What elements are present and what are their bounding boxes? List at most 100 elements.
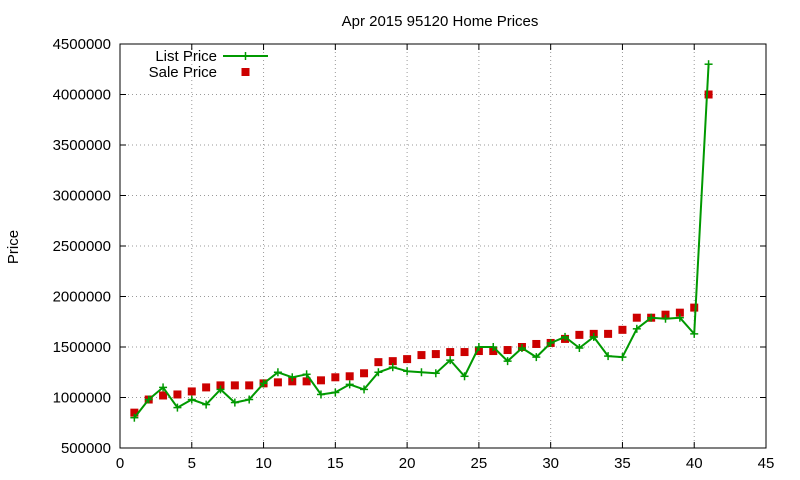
list-price-point xyxy=(245,395,254,404)
sale-price-point xyxy=(403,355,412,364)
axis-ticks: 500000 1000000 1500000 2000000 2500000 300000… xyxy=(53,36,775,472)
legend-label-sale-price: Sale Price xyxy=(149,64,217,81)
sale-price-point xyxy=(216,381,225,390)
y-tick-label: 4500000 xyxy=(53,36,111,53)
sale-price-point xyxy=(661,310,670,319)
sale-price-point xyxy=(503,346,512,355)
list-price-point xyxy=(618,353,627,362)
list-price-point xyxy=(460,372,469,381)
list-price-point xyxy=(431,369,440,378)
sale-price-point xyxy=(618,325,627,334)
list-price-point xyxy=(604,352,613,361)
sale-price-point xyxy=(675,308,684,317)
list-price-point xyxy=(517,344,526,353)
sale-price-point xyxy=(202,383,211,392)
y-tick-label: 2000000 xyxy=(53,289,111,306)
sale-price-point xyxy=(345,372,354,381)
sale-price-point xyxy=(417,351,426,360)
chart-title: Apr 2015 95120 Home Prices xyxy=(342,13,539,30)
legend-marker-list-price xyxy=(241,52,250,60)
list-price-point xyxy=(202,400,211,409)
plot-frame xyxy=(119,43,767,449)
list-price-point xyxy=(690,329,699,338)
list-price-point xyxy=(546,338,555,347)
sale-price-point xyxy=(316,376,325,385)
list-price-point xyxy=(345,380,354,389)
sale-price-point xyxy=(331,373,340,382)
y-tick-label: 1000000 xyxy=(53,390,111,407)
list-price-point xyxy=(173,403,182,412)
list-price-point xyxy=(374,368,383,377)
x-tick-label: 30 xyxy=(542,455,559,472)
list-price-point xyxy=(632,324,641,333)
list-price-point xyxy=(187,395,196,404)
x-tick-label: 15 xyxy=(327,455,344,472)
list-price-point xyxy=(288,373,297,382)
sale-price-point xyxy=(489,347,498,356)
y-tick-label: 3000000 xyxy=(53,188,111,205)
sale-price-point xyxy=(632,313,641,322)
list-price-point xyxy=(259,379,268,388)
list-price-point xyxy=(532,353,541,362)
y-tick-label: 500000 xyxy=(61,440,111,457)
y-tick-label: 2500000 xyxy=(53,238,111,255)
sale-price-point xyxy=(374,358,383,367)
y-tick-label: 1500000 xyxy=(53,339,111,356)
list-price-point xyxy=(331,388,340,397)
sale-price-point xyxy=(302,377,311,386)
list-price-point xyxy=(388,363,397,372)
list-price-point xyxy=(561,332,570,341)
list-price-point xyxy=(417,368,426,377)
sale-price-point xyxy=(604,329,613,338)
list-price-point xyxy=(273,368,282,377)
sale-price-point xyxy=(187,387,196,396)
x-tick-label: 5 xyxy=(188,455,196,472)
x-tick-label: 20 xyxy=(399,455,416,472)
sale-price-point xyxy=(230,381,239,390)
x-tick-label: 10 xyxy=(255,455,272,472)
y-tick-label: 4000000 xyxy=(53,87,111,104)
sale-price-point xyxy=(388,357,397,366)
y-tick-label: 3500000 xyxy=(53,137,111,154)
list-price-point xyxy=(704,60,713,69)
list-price-point xyxy=(661,314,670,323)
sale-price-point xyxy=(532,339,541,348)
y-axis-label: Price xyxy=(5,230,22,264)
sale-price-point xyxy=(704,90,713,99)
sale-price-point xyxy=(288,377,297,386)
sale-price-point xyxy=(575,330,584,339)
series-layer xyxy=(130,60,713,422)
list-price-point xyxy=(130,413,139,422)
sale-price-point xyxy=(360,369,369,378)
x-tick-label: 40 xyxy=(686,455,703,472)
list-price-point xyxy=(474,343,483,351)
list-price-point xyxy=(159,383,168,392)
sale-price-point xyxy=(474,347,483,356)
x-tick-label: 35 xyxy=(614,455,631,472)
list-price-point xyxy=(302,370,311,379)
x-tick-label: 25 xyxy=(471,455,488,472)
list-price-point xyxy=(489,343,498,351)
x-tick-label: 45 xyxy=(758,455,775,472)
list-price-point xyxy=(503,357,512,366)
legend-marker-sale-price xyxy=(241,68,250,76)
list-price-point xyxy=(675,313,684,322)
legend-label-list-price: List Price xyxy=(155,48,217,65)
list-price-point xyxy=(403,367,412,376)
x-tick-label: 0 xyxy=(116,455,124,472)
sale-price-point xyxy=(245,381,254,390)
list-price-point xyxy=(230,398,239,407)
legend: List Price Sale Price xyxy=(149,48,268,81)
list-price-point xyxy=(216,385,225,394)
list-price-point xyxy=(647,313,656,322)
list-price-point xyxy=(446,356,455,365)
sale-price-point xyxy=(690,303,699,312)
sale-price-point xyxy=(130,408,139,417)
list-price-point xyxy=(589,332,598,341)
sale-price-point xyxy=(431,350,440,359)
sale-price-point xyxy=(460,348,469,357)
sale-price-point xyxy=(173,390,182,399)
list-price-point xyxy=(360,385,369,394)
list-price-point xyxy=(144,395,153,404)
